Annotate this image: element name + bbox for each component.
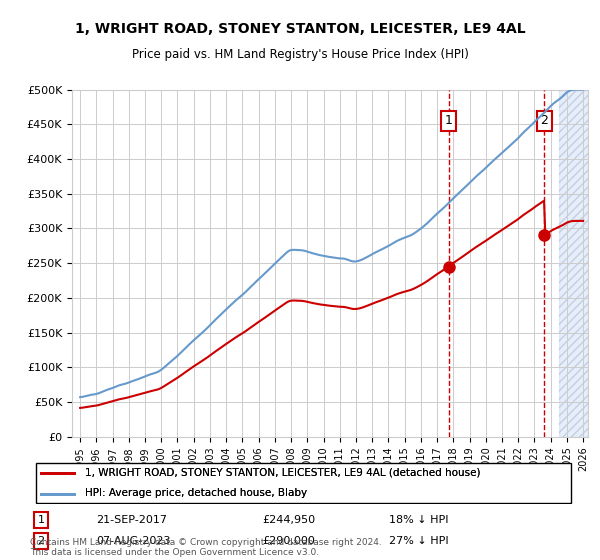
Text: 27% ↓ HPI: 27% ↓ HPI — [389, 536, 448, 546]
Text: HPI: Average price, detached house, Blaby: HPI: Average price, detached house, Blab… — [85, 488, 307, 498]
Bar — [559, 90, 591, 437]
Text: 2: 2 — [540, 114, 548, 127]
Text: £244,950: £244,950 — [262, 515, 315, 525]
FancyBboxPatch shape — [35, 463, 571, 503]
Text: 18% ↓ HPI: 18% ↓ HPI — [389, 515, 448, 525]
Text: 1: 1 — [38, 515, 44, 525]
Text: 2: 2 — [37, 536, 44, 546]
Text: 1, WRIGHT ROAD, STONEY STANTON, LEICESTER, LE9 4AL: 1, WRIGHT ROAD, STONEY STANTON, LEICESTE… — [74, 22, 526, 36]
Bar — [559, 90, 591, 437]
Text: 1: 1 — [445, 114, 453, 127]
Text: £290,000: £290,000 — [262, 536, 315, 546]
Text: 07-AUG-2023: 07-AUG-2023 — [96, 536, 171, 546]
Text: HPI: Average price, detached house, Blaby: HPI: Average price, detached house, Blab… — [85, 488, 307, 498]
Text: Price paid vs. HM Land Registry's House Price Index (HPI): Price paid vs. HM Land Registry's House … — [131, 48, 469, 60]
Text: Contains HM Land Registry data © Crown copyright and database right 2024.
This d: Contains HM Land Registry data © Crown c… — [30, 538, 382, 557]
Text: 1, WRIGHT ROAD, STONEY STANTON, LEICESTER, LE9 4AL (detached house): 1, WRIGHT ROAD, STONEY STANTON, LEICESTE… — [85, 468, 481, 478]
Text: 21-SEP-2017: 21-SEP-2017 — [96, 515, 167, 525]
Text: 1, WRIGHT ROAD, STONEY STANTON, LEICESTER, LE9 4AL (detached house): 1, WRIGHT ROAD, STONEY STANTON, LEICESTE… — [85, 468, 481, 478]
